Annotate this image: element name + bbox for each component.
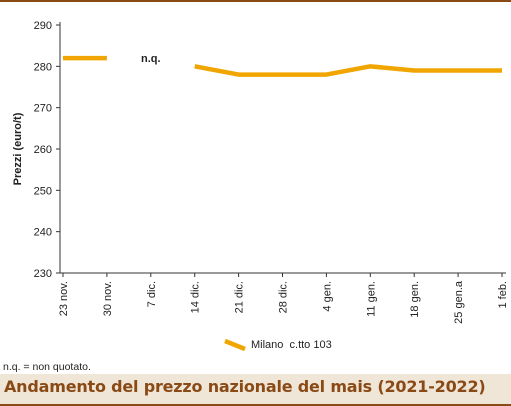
y-tick-label: 240 — [34, 227, 52, 239]
x-tick-label: 18 gen. — [409, 281, 421, 318]
x-tick-label: 11 gen. — [365, 281, 377, 317]
x-tick-label: 14 dic. — [190, 281, 202, 313]
y-tick-label: 230 — [34, 268, 52, 280]
y-tick-label: 260 — [34, 144, 52, 156]
x-tick-label: 25 gen.a — [453, 280, 465, 324]
y-tick-label: 250 — [34, 185, 52, 197]
y-axis-label: Prezzi (euro/t) — [12, 112, 24, 185]
legend-swatch — [224, 338, 246, 352]
x-tick-label: 23 nov. — [58, 281, 70, 316]
annotation-label: n.q. — [141, 53, 161, 65]
title-bar: Andamento del prezzo nazionale del mais … — [0, 374, 511, 406]
legend-label: Milano c.tto 103 — [251, 339, 332, 351]
x-tick-label: 7 dic. — [146, 281, 158, 307]
footnote: n.q. = non quotato. — [3, 361, 91, 373]
x-tick-label: 1 feb. — [497, 281, 509, 309]
top-rule — [0, 0, 511, 2]
y-tick-label: 270 — [34, 103, 52, 115]
y-tick-label: 290 — [34, 20, 52, 32]
x-tick-label: 30 nov. — [102, 281, 114, 316]
y-tick-label: 280 — [34, 61, 52, 73]
x-tick-label: 28 dic. — [278, 281, 290, 313]
x-tick-label: 4 gen. — [321, 281, 333, 312]
series-line — [194, 64, 502, 77]
line-chart: 230 240 250 260 270 280 290 Prezzi (euro/t) 23 n… — [12, 20, 509, 352]
chart-title: Andamento del prezzo nazionale del mais … — [4, 377, 486, 396]
x-tick-label: 21 dic. — [234, 281, 246, 313]
